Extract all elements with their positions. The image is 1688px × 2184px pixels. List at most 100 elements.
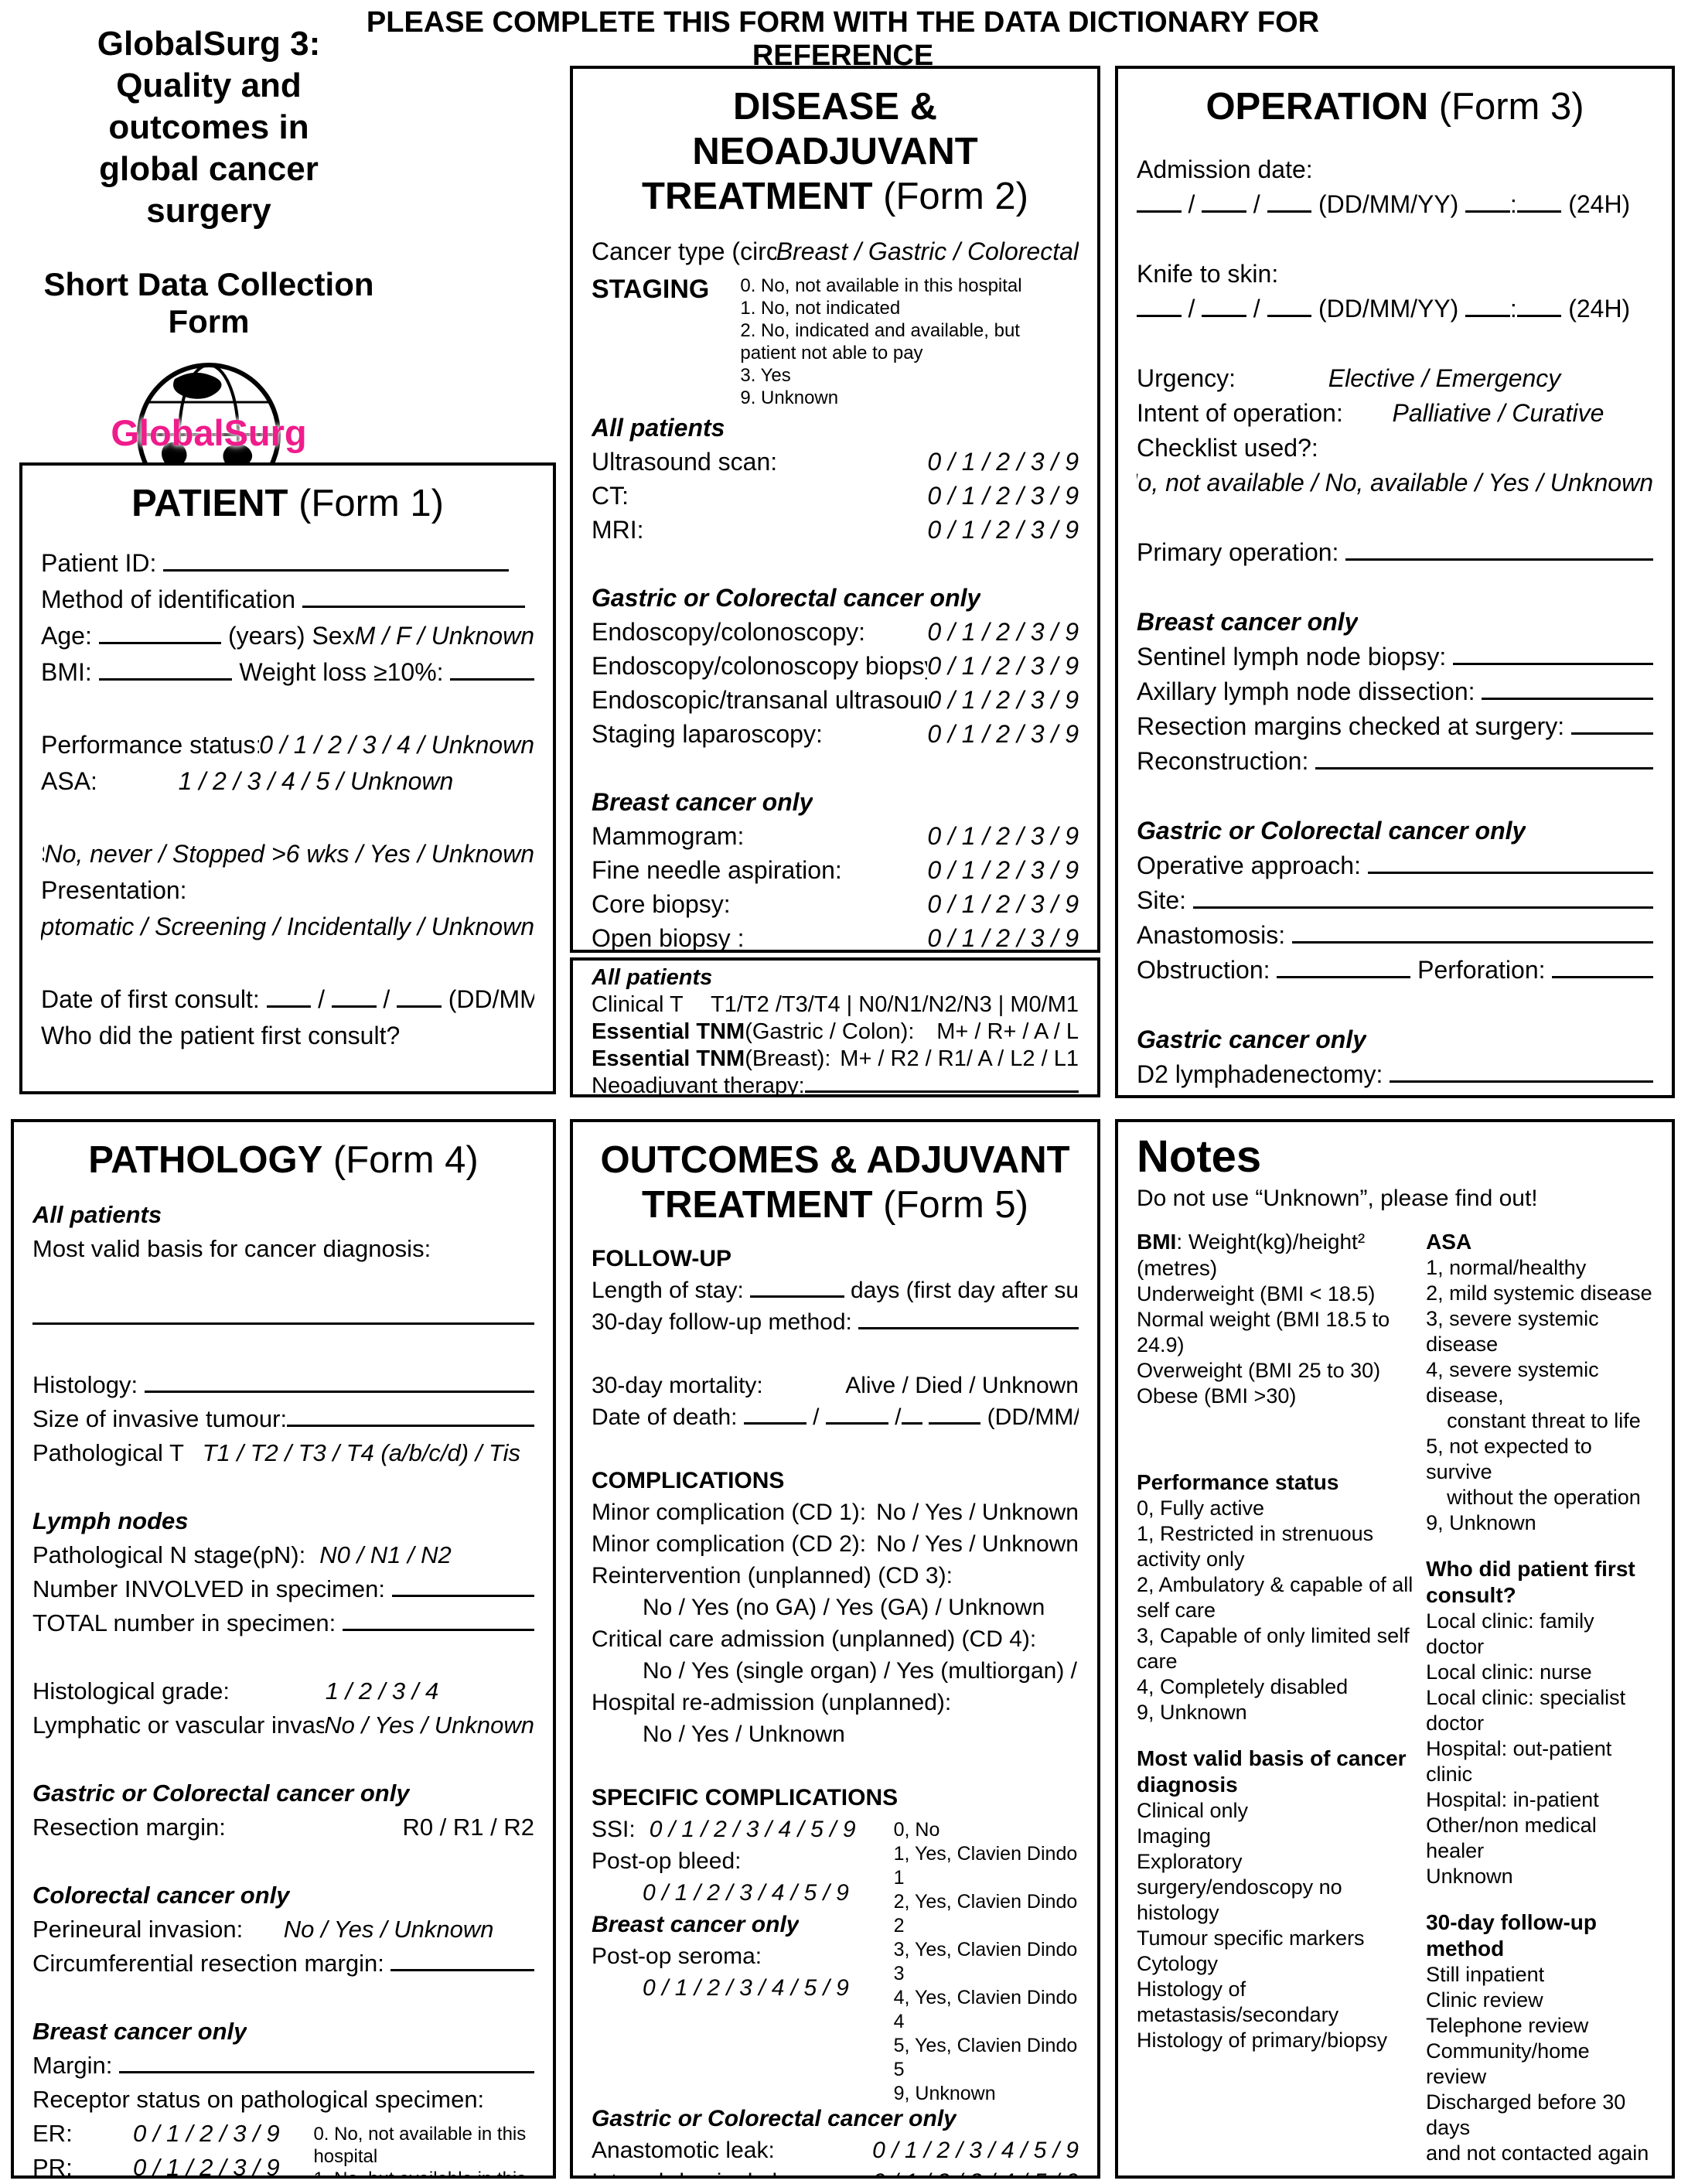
ssi-block: SSI: 0 / 1 / 2 / 3 / 4 / 5 / 9 Post-op b… — [592, 1817, 1079, 2106]
form-row: Staging laparoscopy: 0 / 1 / 2 / 3 / 9 — [592, 720, 1079, 754]
receptor-options: 0 / 1 / 2 / 3 / 9 — [133, 2154, 280, 2179]
row-label: Who did the patient first consult? — [41, 1022, 401, 1049]
form-row — [592, 1753, 1079, 1785]
row-options: 0 / 1 / 2 / 3 / 9 — [927, 686, 1079, 714]
form-row — [32, 1745, 534, 1780]
note-line: and not contacted again — [1426, 2141, 1649, 2165]
form-row: Gastric or Colorectal cancer only — [592, 584, 1079, 618]
form-row: Margin: — [32, 2052, 534, 2086]
row-label: TOTAL number in specimen: — [32, 1609, 534, 1637]
staging-label: STAGING — [592, 275, 710, 304]
row-label: Performance status: — [41, 731, 260, 759]
form-row: Breast cancer only — [592, 1912, 894, 1943]
form-row — [592, 1436, 1079, 1468]
note-line: without the operation — [1426, 1486, 1641, 1509]
form-row: Lymph nodes — [32, 1507, 534, 1541]
page-banner: PLEASE COMPLETE THIS FORM WITH THE DATA … — [366, 6, 1320, 72]
brand-title-line1: GlobalSurg 3: — [97, 25, 321, 63]
form-row: Admission date: — [1137, 155, 1653, 190]
row-label: Resection margin: — [32, 1814, 226, 1841]
form-row: 30-day follow-up method: — [592, 1309, 1079, 1341]
row-options: 1 / 2 / 3 / 4 / 5 / Unknown — [178, 767, 454, 795]
row-label: Site: — [1137, 886, 1653, 915]
form-row: Reintervention (unplanned) (CD 3): — [592, 1563, 1079, 1595]
form-row: Who did the patient first consult? — [41, 1022, 534, 1058]
receptor-label: PR: — [32, 2154, 73, 2179]
form-row — [1137, 573, 1653, 608]
form-row: Endoscopy/colonoscopy biopsy: 0 / 1 / 2 … — [592, 652, 1079, 686]
bmi-head-rest: : Weight(kg)/height² (metres) — [1137, 1230, 1366, 1280]
brand-block: GlobalSurg 3: Quality and outcomes in gl… — [43, 23, 375, 555]
consult-head: Who did patient first consult? — [1426, 1557, 1635, 1607]
note-line: Unknown — [1426, 1865, 1513, 1888]
row-label: SSI: — [592, 1817, 636, 1842]
note-line: 1, Restricted in strenuous activity only — [1137, 1522, 1374, 1571]
row-label: Method of identification — [41, 585, 525, 614]
row-label: Staging laparoscopy: — [592, 720, 823, 748]
followup-head: 30-day follow-up method — [1426, 1910, 1597, 1960]
diagnosis-basis-block: Most valid basis of cancer diagnosis Cli… — [1137, 1745, 1413, 2053]
row-options: 0 / 1 / 2 / 3 / 4 / Unknown — [259, 731, 534, 759]
form-row: Lymphatic or vascular invasion: No / Yes… — [32, 1711, 534, 1745]
basis-head: Most valid basis of cancer diagnosis — [1137, 1746, 1407, 1797]
row-label: Presentation: — [41, 876, 187, 904]
row-options-upright: M+ / R2 / R1/ A / L2 / L1 — [840, 1046, 1079, 1071]
form-row: Ultrasound scan: 0 / 1 / 2 / 3 / 9 — [592, 448, 1079, 482]
form-row: 0 / 1 / 2 / 3 / 4 / 5 / 9 — [592, 1880, 894, 1912]
form-row: SPECIFIC COMPLICATIONS — [592, 1785, 1079, 1817]
note-line: Discharged before 30 days — [1426, 2090, 1626, 2139]
row-options: 0 / 1 / 2 / 3 / 4 / 5 / 9 — [643, 1975, 849, 2001]
form-row — [1137, 782, 1653, 817]
row-label: D2 lymphadenectomy: — [1137, 1060, 1653, 1089]
row-options-upright: Alive / Died / Unknown — [845, 1373, 1079, 1398]
form-row: Gastric or Colorectal cancer only — [592, 2106, 1079, 2138]
form-row: Open biopsy : 0 / 1 / 2 / 3 / 9 — [592, 924, 1079, 950]
notes-intro: Do not use “Unknown”, please find out! — [1137, 1186, 1538, 1211]
row-label: Lymphatic or vascular invasion: — [32, 1711, 324, 1739]
row-options: Elective / Emergency — [1328, 364, 1561, 392]
row-options: 0 / 1 / 2 / 3 / 9 — [927, 822, 1079, 850]
row-label: Gastric or Colorectal cancer only — [592, 584, 981, 612]
form-row: No / Yes (single organ) / Yes (multiorga… — [592, 1658, 1079, 1690]
form-row: Urgency: Elective / Emergency — [1137, 364, 1653, 399]
form-row: Breast cancer only — [1137, 608, 1653, 643]
form-row: Neoadjuvant therapy: — [592, 1073, 1079, 1094]
form-row: Site: — [1137, 886, 1653, 921]
row-label: Sentinel lymph node biopsy: — [1137, 643, 1653, 671]
form-row: Colorectal cancer only — [32, 1882, 534, 1916]
notes-left-column: BMI: Weight(kg)/height² (metres) Underwe… — [1137, 1229, 1426, 2175]
row-options: 0 / 1 / 2 / 3 / 9 — [927, 482, 1079, 510]
row-label: MRI: — [592, 516, 644, 544]
note-line: 5, not expected to survive — [1426, 1435, 1592, 1483]
row-label: Gastric or Colorectal cancer only — [32, 1780, 410, 1807]
pathology-form-title: PATHOLOGY (Form 4) — [88, 1139, 479, 1181]
row-options: 0 / 1 / 2 / 3 / 4 / 5 / 9 — [872, 2138, 1079, 2163]
form-row: All patients — [592, 965, 1079, 992]
receptor-label: ER: — [32, 2120, 73, 2147]
row-label: Post-op seroma: — [592, 1943, 762, 1969]
row-label: All patients — [32, 1201, 162, 1228]
row-label: Number INVOLVED in specimen: — [32, 1575, 534, 1603]
row-label: Intent of operation: — [1137, 399, 1343, 427]
row-label: Mammogram: — [592, 822, 745, 850]
brand-title-line3: global cancer surgery — [99, 150, 319, 230]
form-row: Pathological N stage(pN): N0 / N1 / N2 — [32, 1541, 534, 1575]
form-row — [1137, 1095, 1653, 1098]
form-row: SSI: 0 / 1 / 2 / 3 / 4 / 5 / 9 — [592, 1817, 894, 1848]
form-row: Gastric or Colorectal cancer only — [1137, 817, 1653, 851]
receptor-rows: ER: 0 / 1 / 2 / 3 / 9 PR: 0 / 1 / 2 / 3 … — [32, 2120, 313, 2179]
note-line: 2, mild systemic disease — [1426, 1281, 1652, 1305]
outcomes-form-title: OUTCOMES & ADJUVANT TREATMENT (Form 5) — [600, 1139, 1070, 1226]
row-options: 0 / 1 / 2 / 3 / 4 / 5 / 9 — [872, 2169, 1079, 2175]
row-options: No / Yes / Unknown — [324, 1711, 534, 1739]
form-row — [41, 804, 534, 840]
form-row — [41, 949, 534, 985]
disease-form-panel: DISEASE & NEOADJUVANT TREATMENT (Form 2)… — [570, 66, 1100, 953]
form-row: COMPLICATIONS — [592, 1468, 1079, 1500]
patient-form-rows: Patient ID: Method of identification Age… — [41, 549, 534, 1091]
followup-method-block: 30-day follow-up method Still inpatient C… — [1426, 1909, 1653, 2166]
notes-title: Notes — [1137, 1131, 1262, 1182]
row-label: Minor complication (CD 2): — [592, 1531, 867, 1557]
row-options-upright: No / Yes / Unknown — [876, 1500, 1079, 1525]
